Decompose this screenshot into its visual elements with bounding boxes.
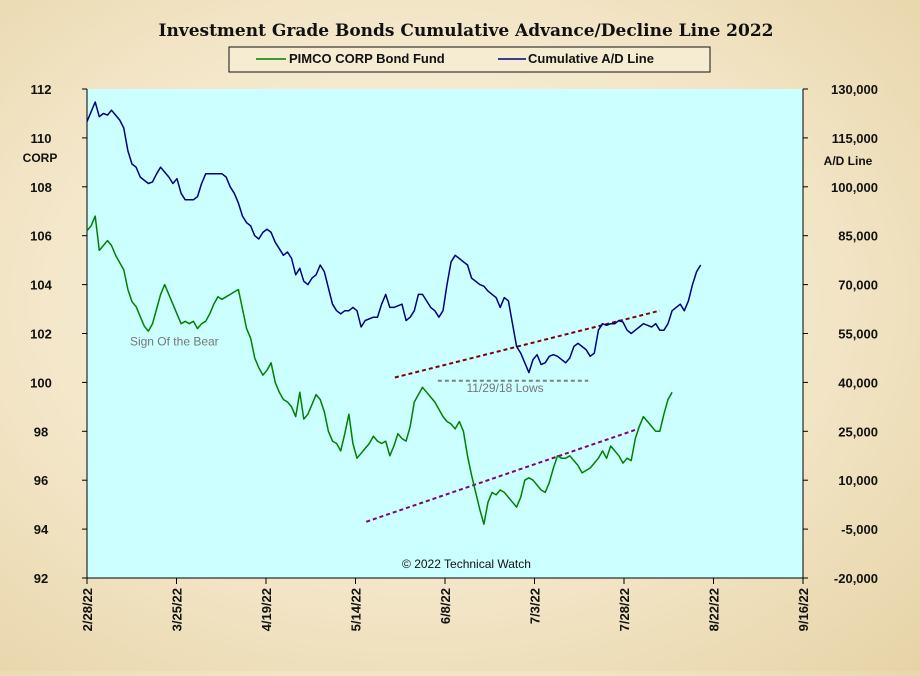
y-tick-label-left: 92: [34, 571, 48, 586]
y-tick-label-left: 106: [30, 229, 52, 244]
y-tick-label-right: 55,000: [838, 327, 878, 342]
legend-label-ad-line: Cumulative A/D Line: [528, 51, 654, 66]
y-tick-label-left: 98: [34, 424, 48, 439]
y-tick-label-left: 96: [34, 473, 48, 488]
y-tick-label-right: 25,000: [838, 424, 878, 439]
y-tick-label-left: 94: [34, 522, 49, 537]
y-tick-label-left: 110: [31, 131, 52, 146]
legend: PIMCO CORP Bond Fund Cumulative A/D Line: [228, 46, 711, 73]
y-tick-label-right: 100,000: [831, 180, 878, 195]
annotation-text: Sign Of the Bear: [130, 335, 219, 349]
y-tick-label-right: 130,000: [831, 82, 878, 97]
y-tick-label-right: 115,000: [832, 131, 878, 146]
y-tick-label-left: 100: [30, 375, 52, 390]
y-tick-label-right: -20,000: [834, 571, 878, 586]
y-axis-right-label: A/D Line: [824, 154, 873, 168]
copyright-text: © 2022 Technical Watch: [402, 557, 531, 571]
y-tick-label-left: 108: [30, 180, 52, 195]
x-tick-label: 8/22/22: [707, 588, 722, 631]
trendline-0: [394, 309, 661, 379]
y-tick-label-right: 70,000: [838, 278, 878, 293]
trendline-1: [365, 427, 639, 523]
y-tick-label-right: 40,000: [838, 375, 878, 390]
x-tick-label: 3/25/22: [170, 588, 185, 631]
y-tick-label-right: 10,000: [838, 473, 878, 488]
plot-area: [87, 89, 803, 578]
y-tick-label-left: 112: [31, 82, 52, 97]
y-tick-label-right: -5,000: [841, 522, 878, 537]
x-tick-label: 6/8/22: [438, 588, 453, 624]
x-tick-label: 7/28/22: [617, 588, 632, 631]
y-tick-label-left: 102: [30, 327, 52, 342]
chart-title: Investment Grade Bonds Cumulative Advanc…: [159, 21, 774, 41]
x-tick-label: 9/16/22: [796, 588, 811, 631]
y-axis-left-label: CORP: [23, 151, 58, 165]
x-tick-label: 7/3/22: [528, 588, 543, 624]
series-line-pimco: [86, 215, 673, 525]
y-tick-label-left: 104: [30, 278, 52, 293]
x-tick-label: 4/19/22: [259, 588, 274, 631]
legend-label-pimco: PIMCO CORP Bond Fund: [289, 51, 445, 66]
annotation-text: 11/29/18 Lows: [466, 381, 543, 395]
y-tick-label-right: 85,000: [838, 229, 878, 244]
x-tick-label: 5/14/22: [349, 588, 364, 631]
x-tick-label: 2/28/22: [80, 588, 95, 631]
series-line-ad: [86, 101, 702, 374]
legend-box: [228, 46, 711, 73]
